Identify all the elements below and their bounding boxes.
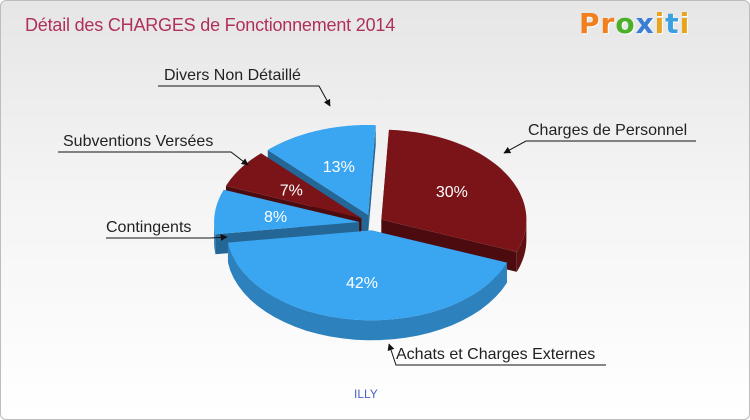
label-subventions-versees: Subventions Versées	[63, 133, 213, 150]
pct-label-achats-et-charges-externes: 42%	[346, 275, 378, 292]
label-contingents: Contingents	[106, 219, 191, 236]
leader-line-subventions	[58, 151, 249, 166]
chart-title: Détail des CHARGES de Fonctionnement 201…	[25, 15, 396, 35]
pct-label-charges-de-personnel: 30%	[436, 184, 468, 201]
slice-achats-et-charges-externes	[228, 230, 507, 321]
label-divers-non-detaille: Divers Non Détaillé	[164, 67, 301, 84]
leader-line-achats	[387, 343, 606, 366]
logo-letter: o	[615, 7, 636, 40]
commune-name: ILLY	[354, 387, 378, 401]
label-charges-personnel: Charges de Personnel	[528, 122, 687, 139]
logo-letter: i	[679, 7, 691, 40]
slice-wall-divers-non-detaille-1	[368, 125, 376, 235]
pct-label-divers-non-detaille: 13%	[323, 159, 355, 176]
logo-letter: i	[654, 7, 666, 40]
logo-letter: x	[635, 7, 655, 40]
slice-divers-non-detaille	[267, 125, 376, 215]
slice-subventions-versees	[226, 153, 362, 219]
slice-tops	[214, 125, 527, 321]
leader-line-contingents	[106, 233, 228, 241]
logo-letter: t	[665, 7, 680, 40]
slice-charges-de-personnel	[381, 129, 527, 252]
pct-label-subventions-versees: 7%	[280, 182, 303, 199]
proxiti-logo: Proxiti	[579, 7, 690, 43]
slice-contingents	[214, 189, 360, 235]
leader-lines	[58, 85, 696, 366]
pct-label-contingents: 8%	[264, 209, 287, 226]
leader-line-divers	[158, 85, 331, 107]
logo-letter: P	[579, 7, 601, 40]
slice-side-charges-de-personnel	[516, 219, 527, 272]
leader-line-charges-personnel	[503, 140, 696, 154]
slice-side-achats-et-charges-externes	[228, 242, 507, 341]
logo-letter: r	[600, 7, 616, 40]
percentage-labels: 30% 42% 8% 7% 13%	[264, 159, 468, 292]
label-achats-charges-externes: Achats et Charges Externes	[396, 346, 595, 363]
